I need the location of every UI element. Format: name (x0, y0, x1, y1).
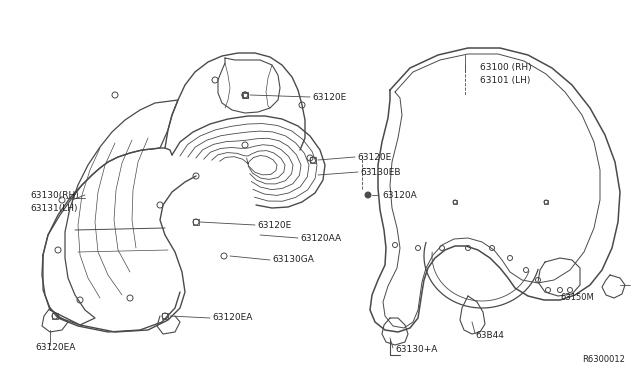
Bar (310, 157, 316, 163)
Text: 63100 (RH): 63100 (RH) (480, 62, 532, 71)
Text: 63130+A: 63130+A (395, 346, 437, 355)
Text: 63120A: 63120A (382, 190, 417, 199)
Text: 63130EB: 63130EB (360, 167, 401, 176)
Text: 63101 (LH): 63101 (LH) (480, 76, 531, 84)
Text: 63130GA: 63130GA (272, 256, 314, 264)
Text: R6300012: R6300012 (582, 356, 625, 365)
Circle shape (365, 192, 371, 198)
Text: 63120E: 63120E (312, 93, 346, 102)
Text: 63B44: 63B44 (475, 330, 504, 340)
Text: 63120E: 63120E (357, 153, 391, 161)
Text: 63131(LH): 63131(LH) (30, 203, 77, 212)
Text: 63150M: 63150M (560, 294, 594, 302)
Text: 63120AA: 63120AA (300, 234, 341, 243)
Text: 63120E: 63120E (257, 221, 291, 230)
Bar (453, 200, 457, 204)
Text: 63130(RH): 63130(RH) (30, 190, 79, 199)
Bar (243, 93, 248, 97)
Bar (544, 200, 548, 204)
Text: 63120EA: 63120EA (35, 343, 76, 353)
Text: 63120EA: 63120EA (212, 314, 252, 323)
Bar (193, 219, 199, 225)
Bar (52, 313, 58, 319)
Bar (162, 313, 168, 319)
Bar (242, 92, 248, 98)
